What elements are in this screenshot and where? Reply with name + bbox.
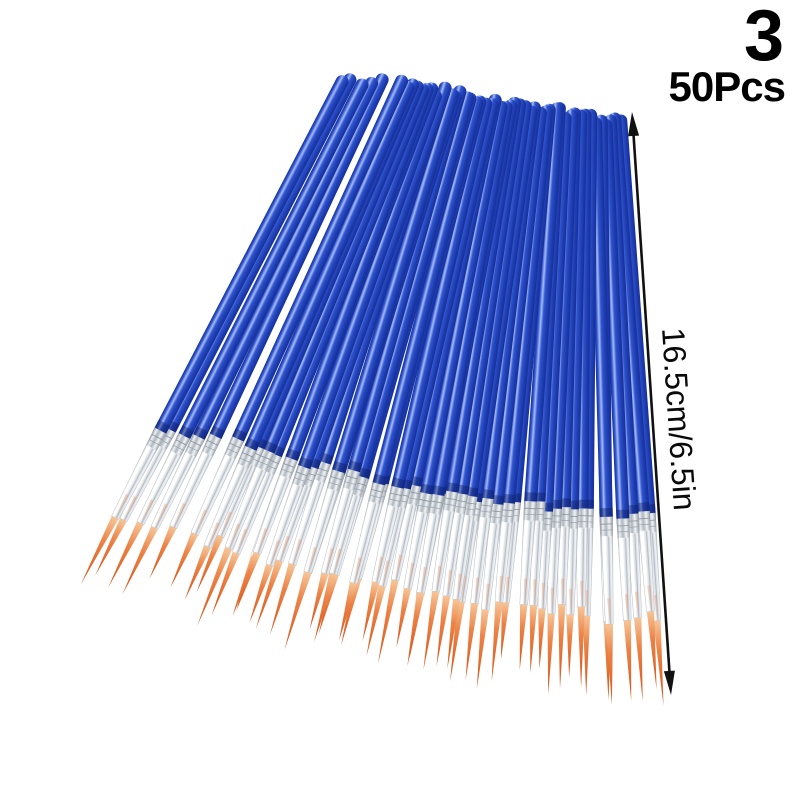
paint-brush [249, 89, 442, 624]
arrow-line [632, 132, 671, 675]
brush-fan [80, 73, 664, 706]
paint-brush [409, 101, 513, 659]
paint-brush [396, 100, 508, 648]
paint-brush [108, 78, 369, 588]
paint-brush [491, 105, 554, 681]
paint-brush [339, 96, 484, 641]
variant-number: 3 [743, 0, 784, 76]
paint-brush [184, 81, 415, 600]
paint-brush [423, 96, 522, 670]
dimension-arrow [628, 112, 675, 695]
paint-brush [80, 75, 349, 585]
paint-brush [362, 97, 493, 642]
up-arrowhead-icon [628, 112, 640, 137]
down-arrowhead-icon [663, 670, 675, 695]
paint-brush [476, 106, 547, 689]
quantity-label: 50Pcs [668, 63, 786, 110]
paint-brush [149, 73, 389, 579]
paint-brush [309, 85, 467, 630]
paint-brush [122, 76, 379, 595]
paint-brush [170, 74, 409, 588]
paint-brush [197, 80, 424, 626]
paint-brush [284, 88, 459, 650]
paint-brush [519, 102, 564, 670]
paint-brush [236, 82, 434, 612]
